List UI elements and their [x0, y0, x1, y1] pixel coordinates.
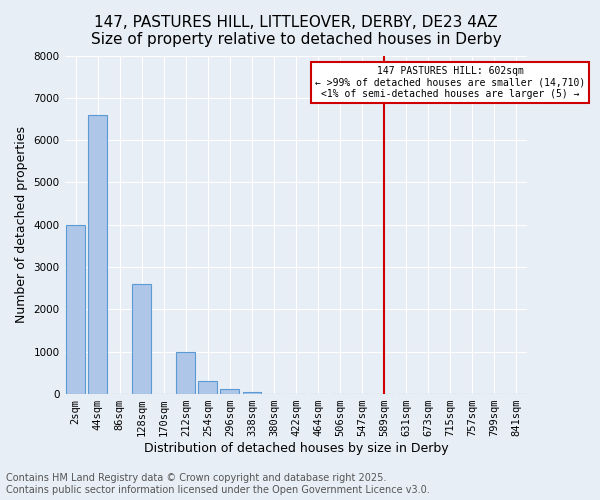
Y-axis label: Number of detached properties: Number of detached properties: [15, 126, 28, 324]
Bar: [242, 392, 261, 394]
Bar: [220, 389, 239, 394]
Bar: [66, 225, 85, 394]
Bar: [199, 382, 217, 394]
X-axis label: Distribution of detached houses by size in Derby: Distribution of detached houses by size …: [143, 442, 448, 455]
Text: 147 PASTURES HILL: 602sqm
← >99% of detached houses are smaller (14,710)
<1% of : 147 PASTURES HILL: 602sqm ← >99% of deta…: [315, 66, 586, 100]
Bar: [133, 284, 151, 394]
Text: Contains HM Land Registry data © Crown copyright and database right 2025.
Contai: Contains HM Land Registry data © Crown c…: [6, 474, 430, 495]
Title: 147, PASTURES HILL, LITTLEOVER, DERBY, DE23 4AZ
Size of property relative to det: 147, PASTURES HILL, LITTLEOVER, DERBY, D…: [91, 15, 501, 48]
Bar: [88, 115, 107, 394]
Bar: [176, 352, 195, 394]
